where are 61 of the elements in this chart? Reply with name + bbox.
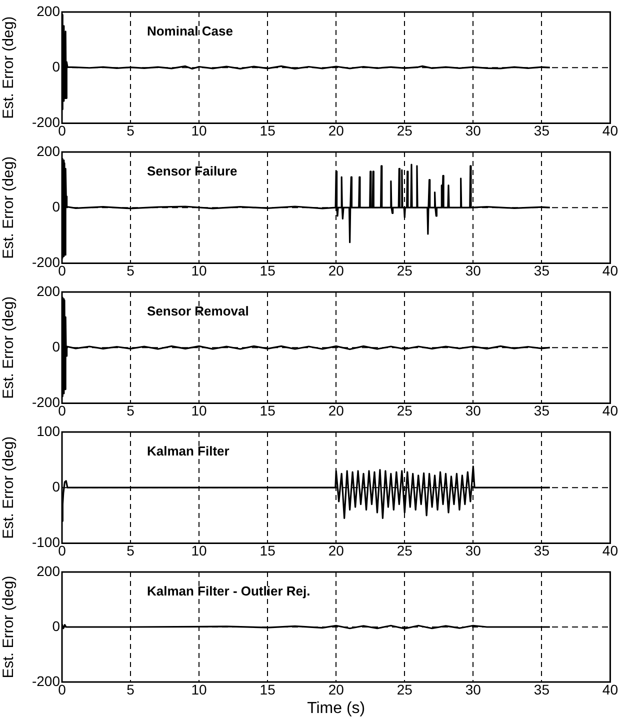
x-tick-label: 30 [465, 681, 482, 698]
text: Sensor Removal [146, 304, 249, 319]
y-axis-title: Est. Error (deg) [0, 576, 18, 678]
x-tick-label: 40 [602, 681, 618, 698]
text: Sensor Failure [146, 164, 238, 179]
y-tick-label: 0 [52, 478, 60, 494]
y-axis-title: Est. Error (deg) [0, 156, 18, 259]
x-tick-label: 15 [260, 262, 276, 278]
x-tick-label: 40 [602, 542, 618, 558]
x-tick-label: 30 [465, 262, 482, 278]
x-tick-label: 15 [260, 122, 276, 138]
y-tick-label: 0 [52, 338, 60, 354]
y-tick-label: 0 [52, 198, 60, 214]
y-tick-label: 200 [36, 282, 60, 299]
x-axis-title: Time (s) [307, 700, 366, 717]
y-tick-label: 0 [52, 58, 60, 74]
x-tick-label: 30 [465, 542, 482, 558]
x-tick-label: 20 [328, 262, 344, 278]
x-tick-label: 35 [534, 542, 550, 558]
x-tick-label: 30 [465, 122, 482, 138]
x-tick-label: 25 [396, 402, 413, 418]
text: Kalman Filter - Outlier Rej. [146, 584, 310, 599]
x-tick-label: 40 [602, 262, 618, 278]
x-tick-label: 10 [191, 122, 208, 138]
x-tick-label: 15 [260, 542, 276, 558]
y-tick-label: 0 [52, 618, 60, 634]
x-tick-label: 25 [396, 542, 413, 558]
x-tick-label: 5 [126, 122, 135, 138]
y-tick-label: 200 [36, 2, 60, 19]
x-tick-label: 5 [126, 542, 135, 558]
x-tick-label: 35 [534, 122, 550, 138]
x-tick-label: 25 [396, 262, 413, 278]
x-tick-label: 30 [465, 402, 482, 418]
x-tick-label: 15 [260, 402, 276, 418]
x-tick-label: 10 [191, 681, 208, 698]
x-tick-label: 40 [602, 402, 618, 418]
y-axis-title: Est. Error (deg) [0, 16, 18, 119]
x-tick-label: 40 [602, 122, 618, 138]
y-tick-label: 200 [36, 562, 60, 579]
y-tick-label: 200 [36, 142, 60, 159]
x-tick-label: 10 [191, 262, 208, 278]
x-tick-label: 35 [534, 681, 550, 698]
x-tick-label: 20 [328, 681, 344, 698]
x-tick-label: 10 [191, 542, 208, 558]
x-tick-label: 35 [534, 402, 550, 418]
text: Kalman Filter [146, 444, 230, 459]
x-tick-label: 20 [328, 542, 344, 558]
x-tick-label: 25 [396, 681, 413, 698]
x-tick-label: 5 [126, 681, 135, 698]
x-tick-label: 10 [191, 402, 208, 418]
y-tick-label: 100 [36, 422, 60, 439]
x-tick-label: 20 [328, 402, 344, 418]
y-axis-title: Est. Error (deg) [0, 296, 18, 399]
x-tick-label: 5 [126, 262, 135, 278]
y-axis-title: Est. Error (deg) [0, 436, 18, 539]
x-tick-label: 5 [126, 402, 135, 418]
x-tick-label: 35 [534, 262, 550, 278]
x-tick-label: 15 [260, 681, 276, 698]
x-tick-label: 20 [328, 122, 344, 138]
x-tick-label: 25 [396, 122, 413, 138]
text: Nominal Case [146, 24, 233, 39]
